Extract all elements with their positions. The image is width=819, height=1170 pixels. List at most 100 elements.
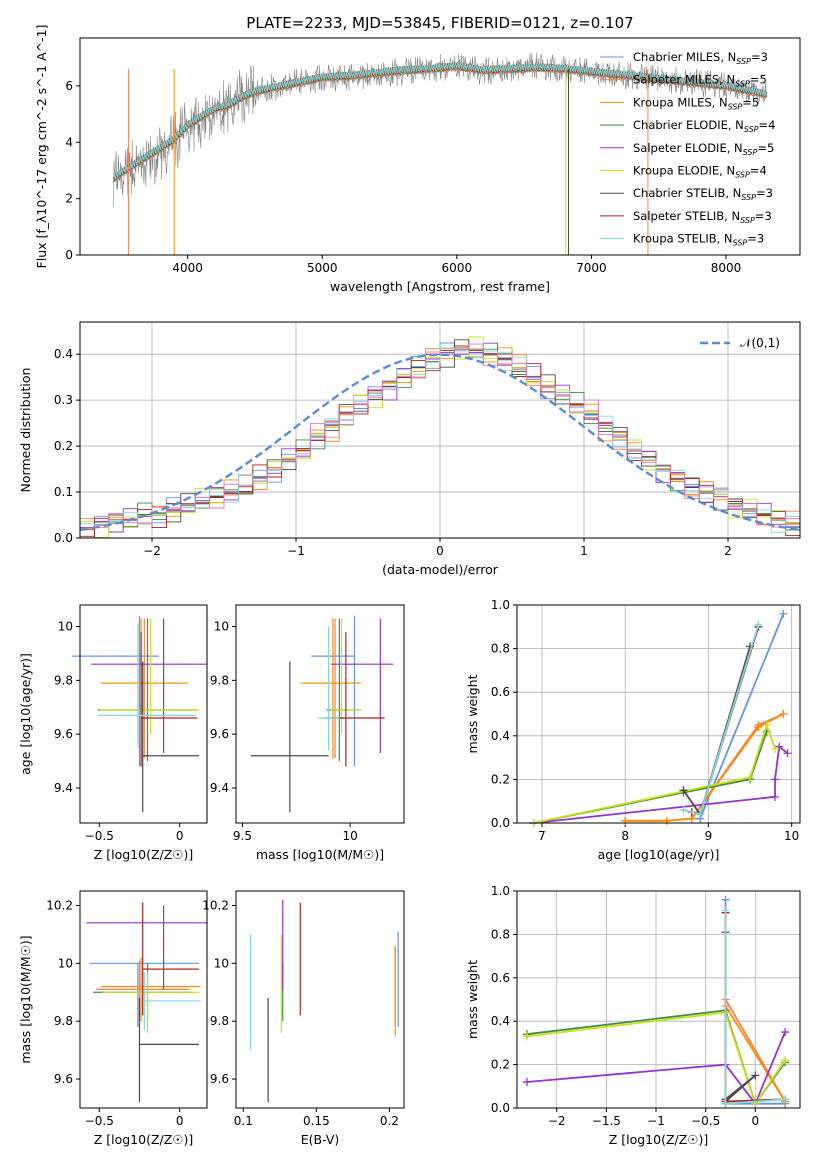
weight-point-marker	[679, 786, 688, 795]
legend-entry: 𝒩(0,1)	[740, 336, 780, 350]
legend-name: Kroupa STELIB	[633, 232, 717, 246]
y-tick-label: 10.2	[202, 898, 229, 912]
legend-nssp-eq: =	[742, 95, 752, 109]
weight-point-marker	[679, 805, 688, 814]
y-tick-label: 9.4	[54, 781, 73, 795]
x-tick-label: −2	[548, 1114, 566, 1128]
weight-point-marker	[754, 620, 763, 629]
legend-entry: Kroupa ELODIE, NSSP=4	[633, 164, 767, 180]
histogram-series	[80, 343, 800, 538]
legend-nssp-value: 3	[757, 232, 764, 246]
y-tick-label: 10	[58, 956, 73, 970]
legend-nssp-eq: =	[747, 232, 757, 246]
y-tick-label: 10	[214, 620, 229, 634]
weight-point-marker	[779, 609, 788, 618]
spectrum-axes: 4000 5000 6000 7000 8000 0 2 4 6 wavelength [Angs…	[34, 25, 801, 294]
legend-nssp-prefix: , N	[725, 186, 741, 200]
age-vs-Z-axes: −0.5 0 9.4 9.6 9.8 10 Z [log10(Z/Z☉)] age [log1…	[18, 604, 208, 862]
legend-name: Chabrier ELODIE	[633, 118, 728, 132]
legend-nssp-eq: =	[750, 73, 760, 87]
y-tick-label: 4	[65, 135, 73, 149]
legend-nssp-value: 3	[761, 50, 768, 64]
x-tick-label: 0	[751, 1114, 759, 1128]
legend-nssp-eq: =	[757, 141, 767, 155]
legend-nssp-sub: SSP	[741, 193, 756, 202]
weight-point-marker	[775, 742, 784, 751]
legend-nssp-eq: =	[750, 164, 760, 178]
y-tick-label: 0.6	[491, 971, 510, 985]
weight-point-marker	[696, 810, 705, 819]
y-tick-label: 0.3	[54, 393, 73, 407]
weight-point-marker	[522, 1077, 531, 1086]
weight-point-marker	[781, 1095, 790, 1104]
x-tick-label: −1	[647, 1114, 665, 1128]
y-tick-label: 1.0	[491, 884, 510, 898]
legend-entry: Salpeter STELIB, NSSP=3	[633, 209, 772, 225]
legend-name: Chabrier STELIB	[633, 186, 725, 200]
legend-nssp-prefix: , N	[720, 50, 736, 64]
y-tick-label: 0.1	[54, 485, 73, 499]
legend-entry: Kroupa STELIB, NSSP=3	[633, 232, 764, 248]
weight-point-marker	[781, 1056, 790, 1065]
weight-point-marker	[721, 906, 730, 915]
legend-nssp-prefix: , N	[724, 209, 740, 223]
legend-name: Kroupa MILES	[633, 95, 712, 109]
y-tick-label: 9.6	[54, 727, 73, 741]
y-tick-label: 1.0	[491, 598, 510, 612]
y-tick-label: 0.2	[54, 439, 73, 453]
weight-point-marker	[771, 744, 780, 753]
axes-frame	[235, 604, 405, 824]
legend-nssp-eq: =	[756, 186, 766, 200]
x-tick-label: 9	[705, 829, 713, 843]
x-tick-label: −0.5	[85, 1114, 114, 1128]
y-tick-label: 9.8	[54, 673, 73, 687]
y-tick-label: 10.2	[46, 898, 73, 912]
legend-nssp-prefix: , N	[728, 118, 744, 132]
residuals-axes: −2 −1 0 1 2 0.0 0.1 0.2 0.3 0.4 (data-model)/error…	[18, 321, 801, 577]
y-tick-label: 10	[58, 620, 73, 634]
weight-point-marker	[662, 816, 671, 825]
legend-nssp-sub: SSP	[735, 80, 750, 89]
x-tick-label: 5000	[307, 261, 338, 275]
y-tick-label: 2	[65, 192, 73, 206]
legend-nssp-eq: =	[759, 118, 769, 132]
legend-nssp-sub: SSP	[740, 216, 755, 225]
x-tick-label: −0.5	[85, 829, 114, 843]
weight-point-marker	[754, 723, 763, 732]
legend-entry: Salpeter MILES, NSSP=5	[633, 73, 767, 89]
x-tick-label: 0.1	[234, 1114, 253, 1128]
y-tick-label: 9.8	[54, 1014, 73, 1028]
legend-nssp-sub: SSP	[736, 57, 751, 66]
y-axis-label: Flux [f_λ10^-17 erg cm^-2 s^-1 A^-1]	[34, 25, 49, 269]
weight-point-marker	[779, 710, 788, 718]
legend-nssp-value: 5	[759, 73, 766, 87]
legend-nssp-eq: =	[751, 50, 761, 64]
legend-name: Chabrier MILES	[633, 50, 720, 64]
legend-name: Salpeter ELODIE	[633, 141, 727, 155]
y-tick-label: 9.8	[210, 1014, 229, 1028]
x-tick-label: 8	[621, 829, 629, 843]
y-tick-label: 0.2	[491, 772, 510, 786]
mass-vs-Z-axes: −0.5 0 9.6 9.8 10 10.2 Z [log10(Z/Z☉)] mass [lo…	[18, 890, 208, 1147]
x-axis-label: Z [log10(Z/Z☉)]	[609, 1132, 709, 1147]
x-tick-label: −2	[143, 544, 161, 558]
x-axis-label: wavelength [Angstrom, rest frame]	[330, 279, 550, 294]
legend-nssp-prefix: , N	[727, 141, 743, 155]
y-tick-label: 9.4	[210, 781, 229, 795]
weight-series-line	[724, 1005, 786, 1102]
y-axis-label: Normed distribution	[18, 368, 33, 493]
x-axis-label: mass [log10(M/M☉)]	[256, 847, 384, 862]
y-tick-label: 9.6	[54, 1072, 73, 1086]
mass-vs-ebv-axes: 0.1 0.15 0.2 9.6 9.8 10 10.2 E(B-V)	[202, 890, 405, 1147]
x-tick-label: 0	[436, 544, 444, 558]
y-tick-label: 10	[214, 956, 229, 970]
data-spectrum-line	[113, 52, 767, 208]
x-axis-label: E(B-V)	[301, 1132, 340, 1147]
x-axis-label: Z [log10(Z/Z☉)]	[94, 1132, 194, 1147]
y-tick-label: 0.8	[491, 642, 510, 656]
legend-nssp-value: 5	[752, 95, 759, 109]
weight-point-marker	[746, 773, 755, 782]
y-tick-label: 9.6	[210, 1072, 229, 1086]
y-tick-label: 0	[65, 248, 73, 262]
y-axis-label: mass weight	[465, 960, 480, 1039]
